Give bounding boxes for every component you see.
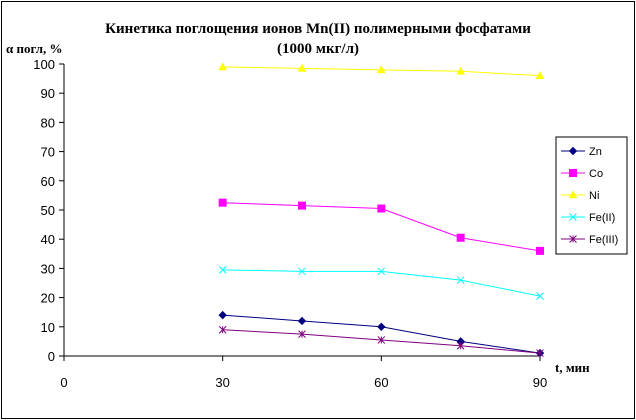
data-point-ni (456, 66, 466, 75)
legend-item-fe-iii: Fe(III) (561, 234, 618, 246)
series-layer (218, 62, 545, 358)
y-tick-label: 60 (41, 174, 55, 189)
data-point-fe-ii (218, 266, 227, 274)
chart-title-line1: Кинетика поглощения ионов Mn(II) полимер… (105, 21, 531, 37)
data-point-ni (218, 62, 228, 71)
legend-label-fe-iii: Fe(III) (589, 234, 618, 246)
series-fe-ii (218, 266, 544, 300)
chart-title-line2: (1000 мкг/л) (277, 41, 359, 57)
y-tick-label: 70 (41, 145, 55, 160)
x-tick-label: 30 (215, 375, 229, 390)
data-point-fe-ii (536, 292, 544, 300)
data-point-co (298, 201, 306, 210)
data-point-zn (297, 316, 307, 326)
series-ni (218, 62, 545, 79)
legend-label-fe-ii: Fe(II) (589, 212, 615, 224)
legend-marker-ni (568, 190, 578, 199)
data-point-fe-iii (377, 336, 386, 344)
data-point-fe-ii-stroke (377, 267, 386, 276)
y-tick-label: 90 (41, 86, 55, 101)
x-tick-label: 60 (374, 375, 388, 390)
x-tick-label: 0 (60, 375, 67, 390)
legend-label-ni: Ni (589, 190, 599, 202)
series-co (218, 198, 544, 255)
data-point-fe-ii (298, 267, 306, 276)
data-point-fe-iii (218, 325, 227, 334)
y-tick-label: 10 (41, 320, 55, 335)
legend-marker-fe-ii (569, 213, 577, 221)
y-tick-label: 100 (33, 57, 55, 72)
data-point-fe-ii-stroke (298, 267, 306, 276)
data-point-co (218, 198, 227, 207)
x-axis-label: t, мин (555, 360, 590, 375)
y-tick-label: 50 (41, 203, 55, 218)
legend-item-zn: Zn (561, 146, 602, 158)
data-point-co (456, 233, 465, 242)
data-point-fe-ii-stroke (536, 292, 544, 300)
legend-marker-fe-ii-stroke (569, 213, 577, 221)
x-tick-label: 90 (533, 375, 547, 390)
axes: 0 10 20 30 40 50 60 70 80 90 100 0 30 60 90 (33, 57, 547, 390)
legend-item-ni: Ni (561, 190, 599, 202)
data-point-fe-ii-stroke (456, 276, 465, 284)
data-point-zn (218, 310, 227, 320)
data-point-fe-ii-stroke (218, 266, 227, 274)
data-point-fe-iii (536, 349, 544, 357)
y-axis-label: α погл, % (6, 41, 63, 56)
y-tick-label: 0 (48, 349, 55, 364)
y-tick-label: 30 (41, 261, 55, 276)
data-point-ni (376, 65, 386, 74)
legend-label-zn: Zn (589, 146, 602, 158)
data-point-fe-iii (298, 330, 306, 338)
legend-marker-co (569, 169, 577, 177)
data-point-ni (535, 71, 545, 79)
data-point-fe-ii (377, 267, 386, 276)
y-tick-label: 40 (41, 232, 55, 247)
data-point-fe-ii (456, 276, 465, 284)
legend-item-co: Co (561, 168, 603, 180)
legend: Zn Co Ni Fe(II) Fe(III) (555, 136, 628, 255)
data-point-co (377, 204, 386, 213)
legend-marker-zn (568, 146, 578, 156)
data-point-zn (377, 322, 386, 332)
legend-item-fe-ii: Fe(II) (561, 212, 615, 224)
y-tick-label: 80 (41, 115, 55, 130)
legend-marker-fe-iii (569, 235, 577, 243)
series-fe-iii (218, 325, 544, 357)
data-point-fe-iii (456, 341, 465, 350)
data-point-co (536, 246, 544, 255)
legend-label-co: Co (589, 168, 603, 180)
y-tick-label: 20 (41, 291, 55, 306)
data-point-ni (297, 63, 307, 72)
